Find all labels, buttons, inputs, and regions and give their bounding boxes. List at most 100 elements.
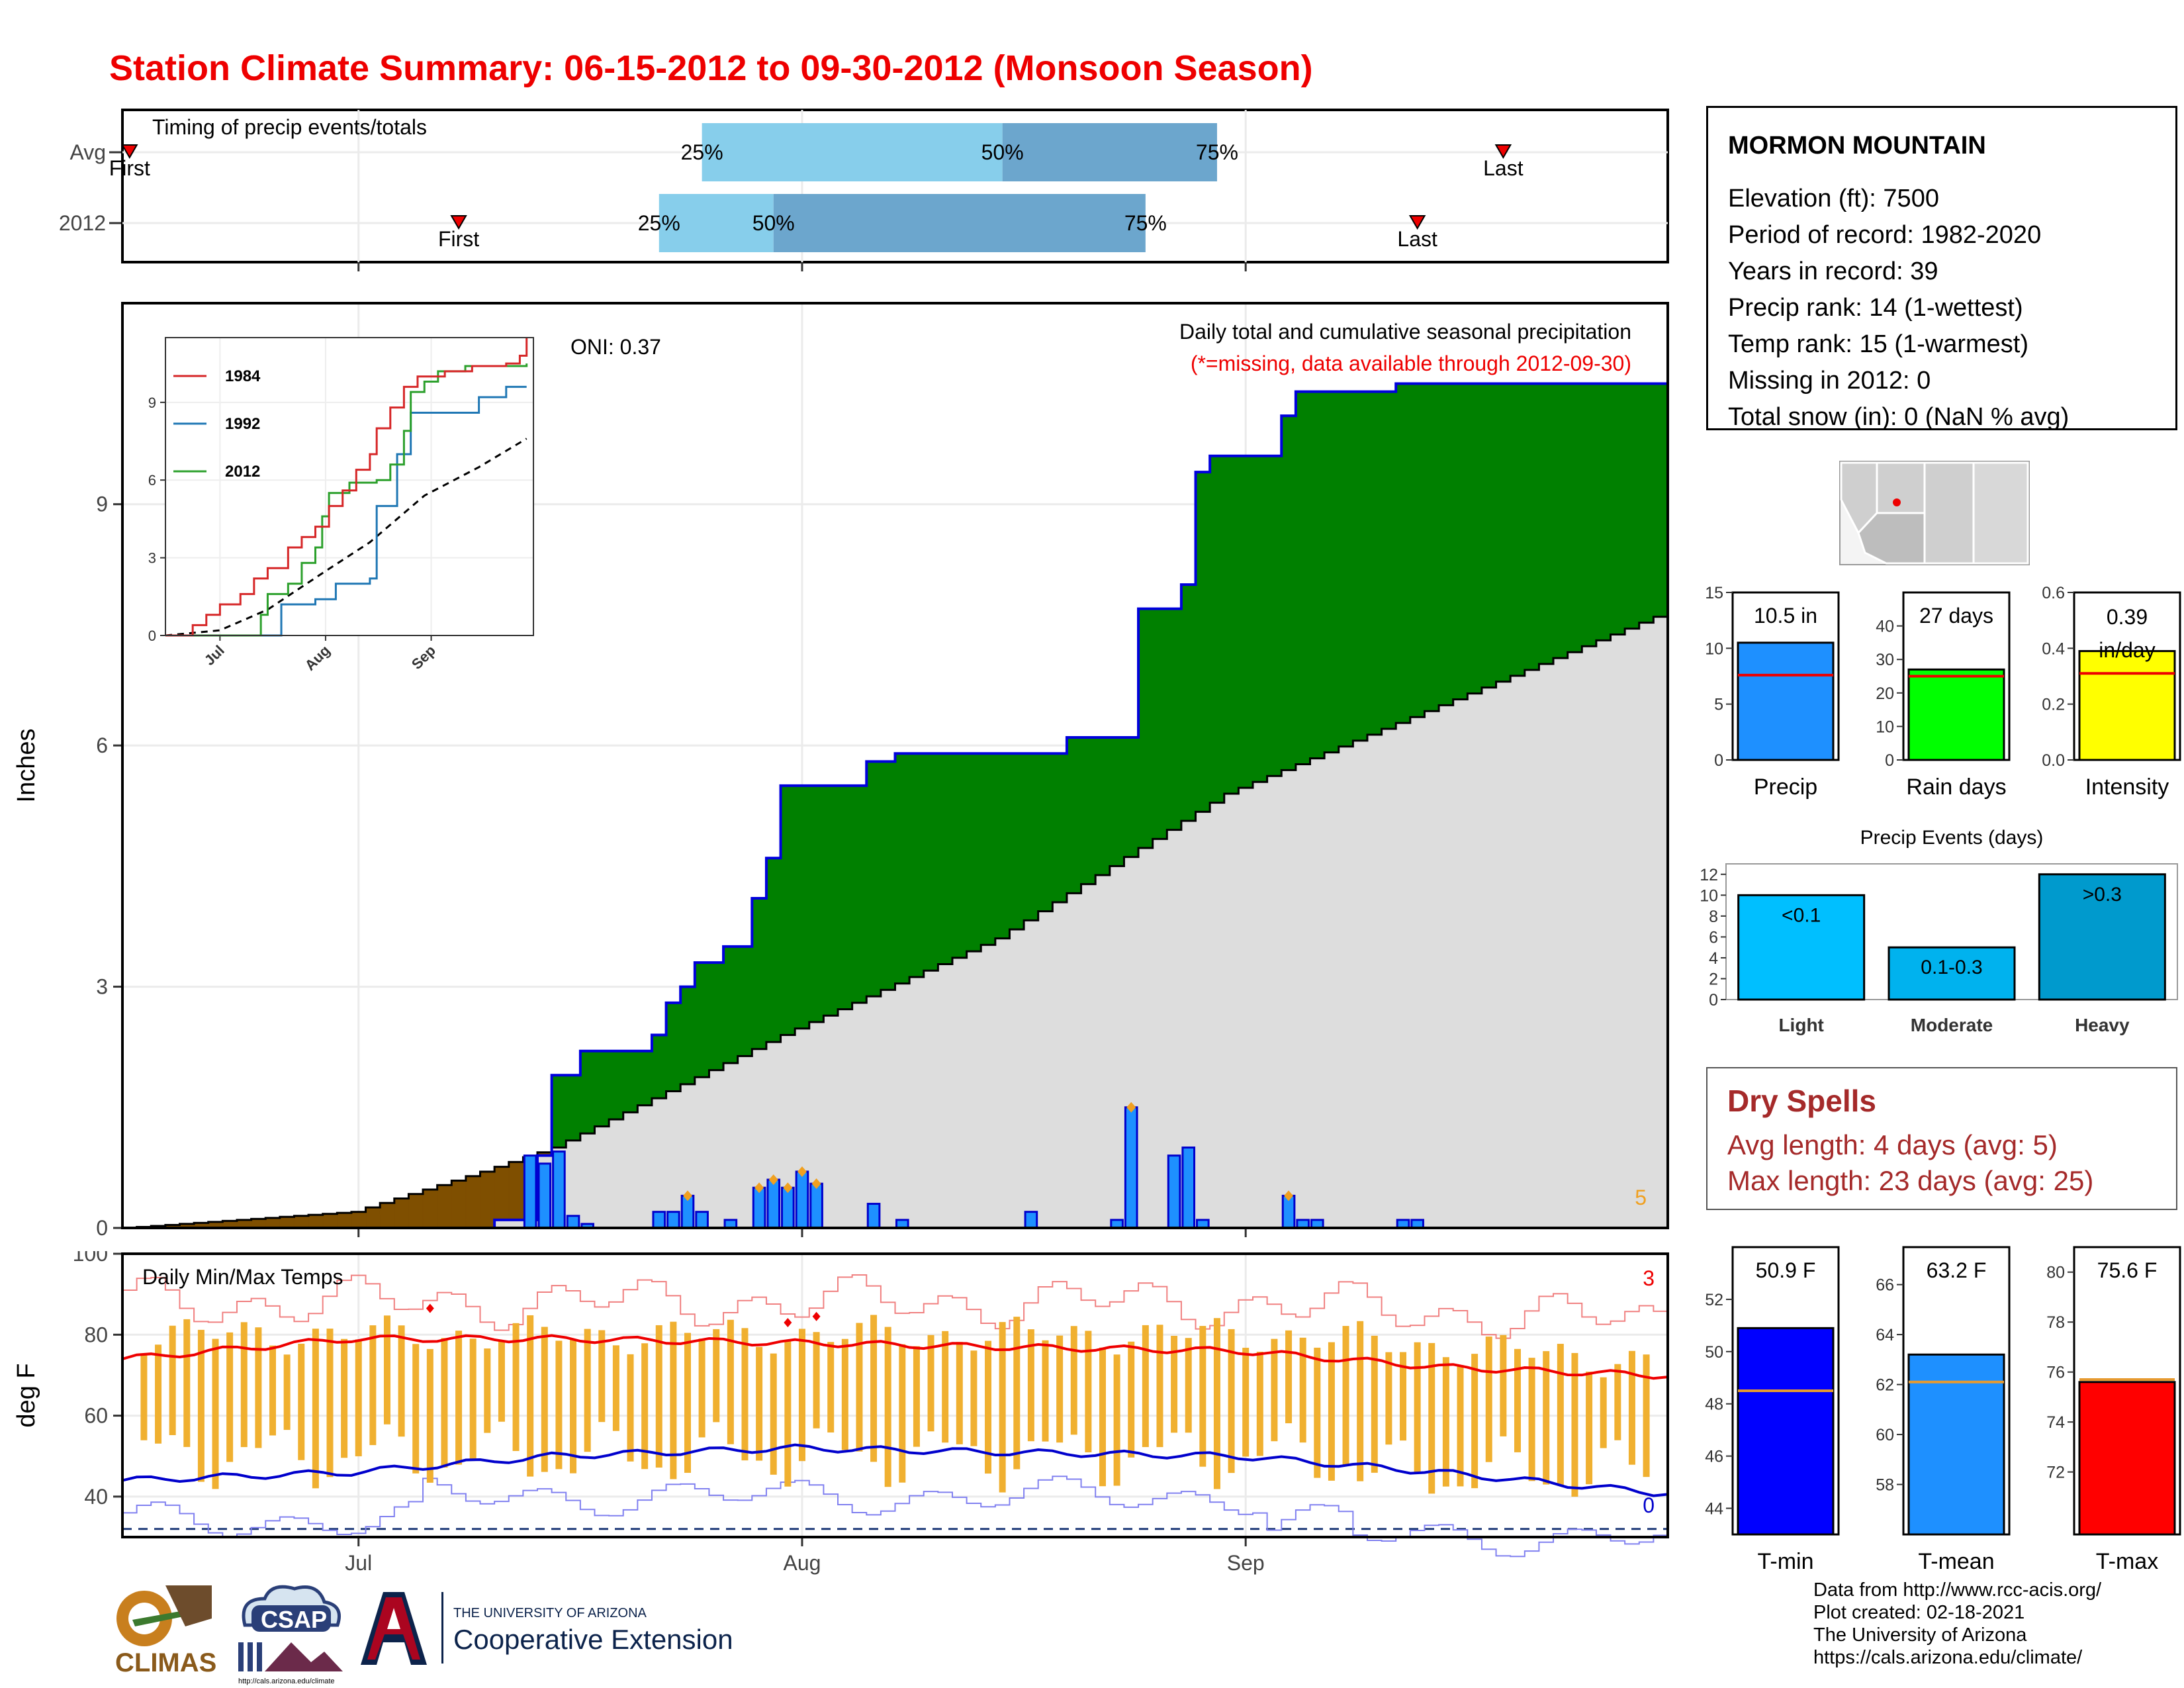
daily-temp-bar-86 [1357, 1321, 1364, 1481]
summary-bar-1-ytick-label-2: 20 [1876, 684, 1894, 703]
daily-temp-bar-13 [312, 1329, 319, 1489]
daily-precip-bar-12 [781, 1186, 795, 1229]
daily-temp-bar-49 [827, 1342, 835, 1432]
summary-bar-2-ytick-label-2: 0.4 [2042, 639, 2065, 658]
station-snow: Total snow (in): 0 (NaN % avg) [1728, 403, 2070, 431]
summary-bars: 0 5 10 15 10.5 in Precip 0 10 20 30 40 27 days Rain … [1705, 584, 2181, 800]
daily-temp-bar-100 [1557, 1344, 1564, 1485]
daily-temp-bar-56 [927, 1335, 934, 1432]
daily-temp-bar-53 [884, 1327, 891, 1487]
inset-avg-line [165, 438, 527, 637]
temp-summary-bar-1-ytick-label-4: 66 [1876, 1276, 1894, 1295]
daily-temp-bar-47 [798, 1329, 805, 1462]
timing-pct-label-0-0: 25% [681, 140, 723, 164]
precip-events-bar-1 [1888, 946, 2016, 1001]
timing-pct-label-0-2: 75% [1196, 140, 1238, 164]
daily-temp-bar-5 [197, 1329, 205, 1482]
timing-first-marker-1 [450, 215, 467, 230]
daily-temp-bar-16 [355, 1339, 362, 1456]
daily-temp-bar-61 [999, 1322, 1006, 1493]
ua-logo: THE UNIVERSITY OF ARIZONA Cooperative Ex… [361, 1592, 733, 1665]
credit-university: The University of Arizona [1813, 1624, 2027, 1646]
temp-xtick-label-0: Jul [345, 1551, 372, 1575]
daily-temp-bar-42 [727, 1319, 734, 1444]
daily-temp-bar-39 [684, 1333, 692, 1473]
daily-temp-bar-33 [598, 1330, 606, 1423]
daily-temp-bar-78 [1242, 1348, 1250, 1457]
precip-events-chart: Precip Events (days) 0 2 4 6 8 10 12 <0.1 Light 0.… [1700, 827, 2178, 1035]
daily-temp-bar-24 [469, 1338, 477, 1460]
precip-events-ytick-label-1: 2 [1709, 970, 1718, 988]
precip-events-category-0: Light [1778, 1015, 1823, 1035]
daily-temp-bar-44 [756, 1346, 763, 1461]
summary-bar-1-label: Rain days [1906, 774, 2006, 800]
daily-precip-marker-13 [797, 1166, 807, 1177]
daily-temp-bar-81 [1285, 1330, 1293, 1424]
summary-bar-2-label: Intensity [2085, 774, 2169, 800]
daily-temp-bar-95 [1485, 1336, 1492, 1462]
temp-summary-bar-2-ytick-label-4: 80 [2046, 1264, 2065, 1282]
daily-temp-bar-98 [1528, 1358, 1535, 1481]
timing-row-label-0: Avg [69, 140, 106, 164]
precip-ytick-label-1: 3 [96, 975, 108, 999]
daily-temp-bar-1 [140, 1353, 148, 1440]
daily-temp-bar-104 [1614, 1364, 1621, 1440]
daily-temp-bar-69 [1113, 1354, 1120, 1486]
summary-bar-2-ytick-label-1: 0.2 [2042, 696, 2065, 714]
dry-spells-max: Max length: 23 days (avg: 25) [1727, 1165, 2094, 1196]
temp-summary-bar-0-label: T-min [1758, 1549, 1814, 1574]
temp-summary-bar-1-label: T-mean [1918, 1549, 1994, 1574]
daily-temp-bar-27 [512, 1323, 520, 1451]
daily-temp-bar-82 [1299, 1337, 1306, 1443]
temp-summary-bar-0-value-label: 50.9 F [1756, 1258, 1816, 1282]
daily-temp-bar-62 [1013, 1317, 1021, 1470]
daily-temp-bar-84 [1328, 1342, 1335, 1481]
inset-legend-label-2: 2012 [225, 463, 260, 481]
daily-precip-bar-3 [566, 1215, 580, 1229]
daily-temp-bar-4 [183, 1319, 191, 1447]
daily-temp-bar-18 [383, 1315, 390, 1425]
daily-temp-bar-59 [970, 1350, 978, 1446]
daily-temp-bar-102 [1586, 1372, 1593, 1485]
daily-temp-bar-20 [412, 1344, 420, 1474]
daily-temp-bar-66 [1070, 1326, 1077, 1435]
daily-temp-bar-17 [369, 1325, 377, 1446]
daily-temp-bar-63 [1027, 1329, 1034, 1442]
summary-bar-1-ytick-label-1: 10 [1876, 718, 1894, 736]
daily-temp-bar-19 [398, 1325, 405, 1437]
temp-panel: 40 60 80 100 Jul Aug Sep Daily Min/Max Temps 3 0 d… [13, 1251, 1669, 1575]
credit-plot-created: Plot created: 02-18-2021 [1813, 1602, 2025, 1623]
daily-precip-marker-11 [768, 1174, 778, 1186]
daily-temp-bar-75 [1199, 1326, 1206, 1467]
station-location-marker [1893, 498, 1901, 506]
daily-precip-bar-6 [666, 1211, 680, 1229]
summary-bar-2-ytick-label-0: 0.0 [2042, 751, 2065, 770]
temp-summary-bar-1-ytick-label-3: 64 [1876, 1326, 1894, 1344]
precip-events-bar-0 [1737, 894, 1866, 1001]
precip-events-bar-2 [2038, 873, 2166, 1001]
precip-events-ytick-label-4: 8 [1709, 908, 1718, 926]
daily-temp-bar-90 [1414, 1342, 1421, 1474]
daily-temp-bar-29 [541, 1327, 548, 1472]
daily-temp-bar-8 [240, 1322, 248, 1448]
daily-precip-marker-23 [1284, 1190, 1294, 1201]
timing-bar-50-75-0 [1002, 123, 1217, 181]
avg-cumulative-area [122, 616, 1668, 1228]
daily-temp-bar-60 [985, 1340, 992, 1474]
daily-precip-bar-13 [795, 1170, 809, 1229]
chart-title: Station Climate Summary: 06-15-2012 to 0… [109, 48, 1313, 88]
temp-summary-bar-1-ytick-label-1: 60 [1876, 1426, 1894, 1444]
summary-bar-1-ytick-label-4: 40 [1876, 618, 1894, 636]
daily-temp-bar-37 [655, 1325, 662, 1468]
record-high-line [122, 1274, 1668, 1339]
temp-summary-bar-2-ytick-label-3: 78 [2046, 1313, 2065, 1332]
daily-precip-bar-5 [652, 1211, 666, 1229]
temp-ytick-label-0: 40 [84, 1485, 108, 1509]
daily-temp-bar-41 [713, 1329, 720, 1423]
station-missing: Missing in 2012: 0 [1728, 367, 1931, 395]
temp-summary-bar-0-ytick-label-4: 52 [1705, 1291, 1723, 1309]
timing-last-marker-1 [1408, 215, 1426, 230]
temp-summary-bar-2-bar [2078, 1381, 2176, 1536]
timing-pct-label-1-1: 50% [752, 211, 795, 235]
station-name: MORMON MOUNTAIN [1728, 132, 1986, 160]
